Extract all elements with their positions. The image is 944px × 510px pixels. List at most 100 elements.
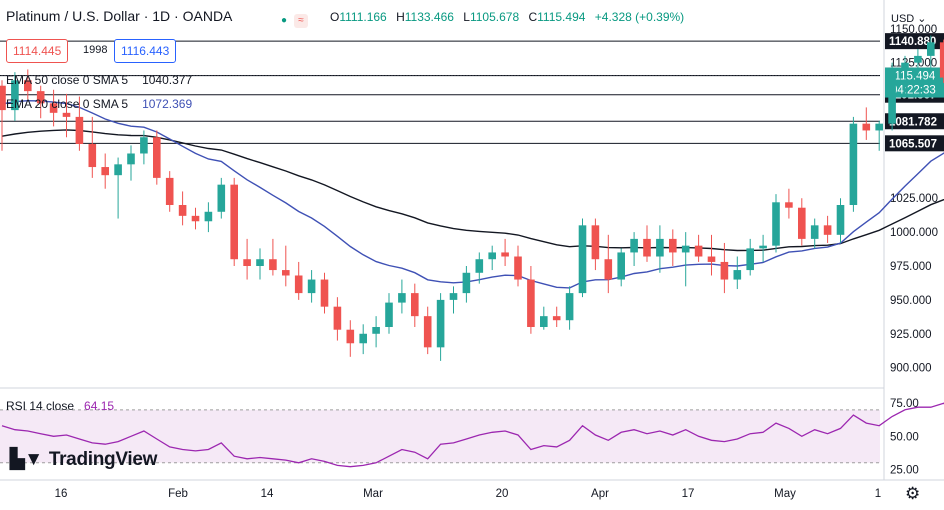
high-value: 1133.466 [404, 10, 454, 24]
candle-21 [269, 238, 277, 276]
candle-64 [823, 215, 832, 243]
candle-57 [733, 256, 742, 290]
wave-icon[interactable]: ≈ [294, 14, 308, 28]
candle-11 [140, 130, 148, 165]
rsi-legend[interactable]: RSI 14 close 64.15 [6, 399, 115, 413]
rsi-value: 64.15 [84, 399, 115, 413]
candle-body-3 [36, 91, 45, 104]
candle-23 [294, 261, 303, 300]
rsi-line [1, 402, 944, 468]
ema20-legend[interactable]: EMA 20 close 0 SMA 5 1072.369 [6, 97, 193, 111]
candle-24 [307, 270, 316, 303]
candle-body-57 [733, 270, 742, 280]
candle-45 [578, 218, 587, 298]
candle-12 [153, 130, 161, 185]
candle-body-60 [772, 202, 780, 246]
candle-body-18 [230, 184, 238, 260]
gear-icon[interactable]: ⚙ [905, 484, 921, 503]
candle-body-14 [178, 205, 187, 216]
candle-51 [656, 225, 664, 273]
candle-70 [901, 55, 909, 97]
price-line-tag-3 [885, 113, 944, 130]
candle-62 [798, 198, 806, 246]
candle-2 [24, 69, 32, 100]
candle-body-10 [127, 153, 135, 165]
candle-50 [643, 225, 651, 262]
candle-body-35 [449, 293, 458, 300]
candle-22 [282, 245, 290, 287]
x-tick-label-6: 17 [682, 488, 695, 500]
candle-body-42 [540, 316, 548, 327]
candle-49 [630, 232, 638, 266]
candle-65 [836, 198, 845, 243]
candle-body-55 [707, 256, 716, 262]
candle-body-67 [862, 123, 871, 131]
candle-body-16 [204, 211, 213, 222]
candle-body-23 [294, 275, 303, 294]
sell-price-box[interactable]: 1114.445 [6, 39, 69, 63]
candle-53 [681, 232, 690, 287]
candle-body-17 [217, 184, 226, 212]
ema50-line [1, 129, 944, 252]
price-line-tag-4 [885, 135, 944, 152]
candle-16 [204, 202, 213, 233]
candle-37 [475, 252, 484, 284]
candle-13 [165, 171, 174, 212]
candle-41 [527, 266, 535, 334]
candle-44 [565, 286, 574, 330]
candle-60 [772, 194, 780, 253]
candle-8 [101, 153, 109, 189]
candle-body-11 [140, 137, 148, 154]
y-tick-label-7: 900.000 [890, 363, 932, 375]
candle-32 [411, 283, 419, 327]
y-tick-label-4: 975.000 [890, 261, 932, 273]
candle-35 [449, 286, 458, 314]
candle-15 [191, 207, 200, 230]
candle-55 [707, 234, 716, 276]
candle-body-59 [759, 245, 767, 249]
ema20-line [1, 99, 944, 289]
candle-body-40 [514, 256, 522, 280]
candle-54 [694, 234, 703, 262]
candle-body-25 [320, 279, 329, 307]
last-price-label: 1115.494 [889, 71, 936, 83]
tradingview-logo[interactable]: ▙▼ TradingView [10, 449, 158, 470]
candle-72 [927, 35, 935, 73]
candle-1 [11, 72, 19, 121]
price-line-label-3: 1081.782 [889, 116, 937, 128]
candle-body-51 [656, 238, 664, 257]
candle-body-36 [462, 272, 471, 294]
candle-body-37 [475, 259, 484, 273]
candle-14 [178, 191, 187, 226]
x-tick-label-1: Feb [168, 488, 188, 500]
candle-body-27 [346, 329, 355, 344]
candle-body-32 [411, 293, 419, 317]
candle-body-64 [823, 225, 832, 235]
candle-17 [217, 177, 226, 219]
candle-0 [0, 80, 6, 151]
x-tick-label-4: 20 [496, 488, 509, 500]
candle-body-24 [307, 279, 316, 294]
candle-body-48 [617, 252, 625, 280]
market-open-icon[interactable]: ● [280, 15, 288, 26]
candle-19 [243, 238, 251, 280]
candle-body-43 [552, 316, 561, 321]
spread-value: 1998 [83, 44, 108, 56]
candle-body-5 [62, 112, 71, 117]
y-tick-label-5: 950.000 [890, 295, 932, 307]
currency-label[interactable]: USD ⌄ [891, 13, 927, 25]
ema50-legend[interactable]: EMA 50 close 0 SMA 5 1040.377 [6, 73, 193, 87]
candle-body-68 [875, 123, 883, 131]
candle-30 [385, 293, 393, 334]
candle-33 [423, 306, 432, 355]
candle-66 [849, 116, 858, 212]
candle-27 [346, 320, 355, 357]
candle-body-31 [398, 293, 406, 303]
candle-48 [617, 248, 625, 287]
buy-price-box[interactable]: 1116.443 [114, 39, 177, 63]
candle-42 [540, 306, 548, 330]
candle-10 [127, 145, 135, 181]
countdown-label: 04:22:33 [891, 85, 936, 97]
candle-73 [939, 39, 944, 83]
